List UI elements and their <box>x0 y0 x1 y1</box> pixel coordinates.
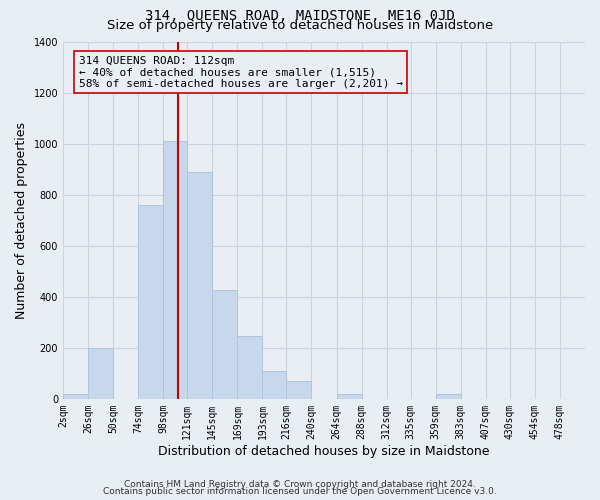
Bar <box>163 141 187 399</box>
Bar <box>238 336 262 399</box>
Y-axis label: Number of detached properties: Number of detached properties <box>15 122 28 318</box>
Text: Contains public sector information licensed under the Open Government Licence v3: Contains public sector information licen… <box>103 487 497 496</box>
Bar <box>262 371 286 399</box>
X-axis label: Distribution of detached houses by size in Maidstone: Distribution of detached houses by size … <box>158 444 490 458</box>
Text: Size of property relative to detached houses in Maidstone: Size of property relative to detached ho… <box>107 19 493 32</box>
Text: Contains HM Land Registry data © Crown copyright and database right 2024.: Contains HM Land Registry data © Crown c… <box>124 480 476 489</box>
Text: 314 QUEENS ROAD: 112sqm
← 40% of detached houses are smaller (1,515)
58% of semi: 314 QUEENS ROAD: 112sqm ← 40% of detache… <box>79 56 403 89</box>
Bar <box>286 381 311 399</box>
Bar <box>63 394 88 399</box>
Bar <box>88 348 113 399</box>
Bar <box>212 290 238 399</box>
Text: 314, QUEENS ROAD, MAIDSTONE, ME16 0JD: 314, QUEENS ROAD, MAIDSTONE, ME16 0JD <box>145 9 455 23</box>
Bar <box>436 394 461 399</box>
Bar <box>187 172 212 399</box>
Bar <box>337 394 362 399</box>
Bar <box>138 205 163 399</box>
